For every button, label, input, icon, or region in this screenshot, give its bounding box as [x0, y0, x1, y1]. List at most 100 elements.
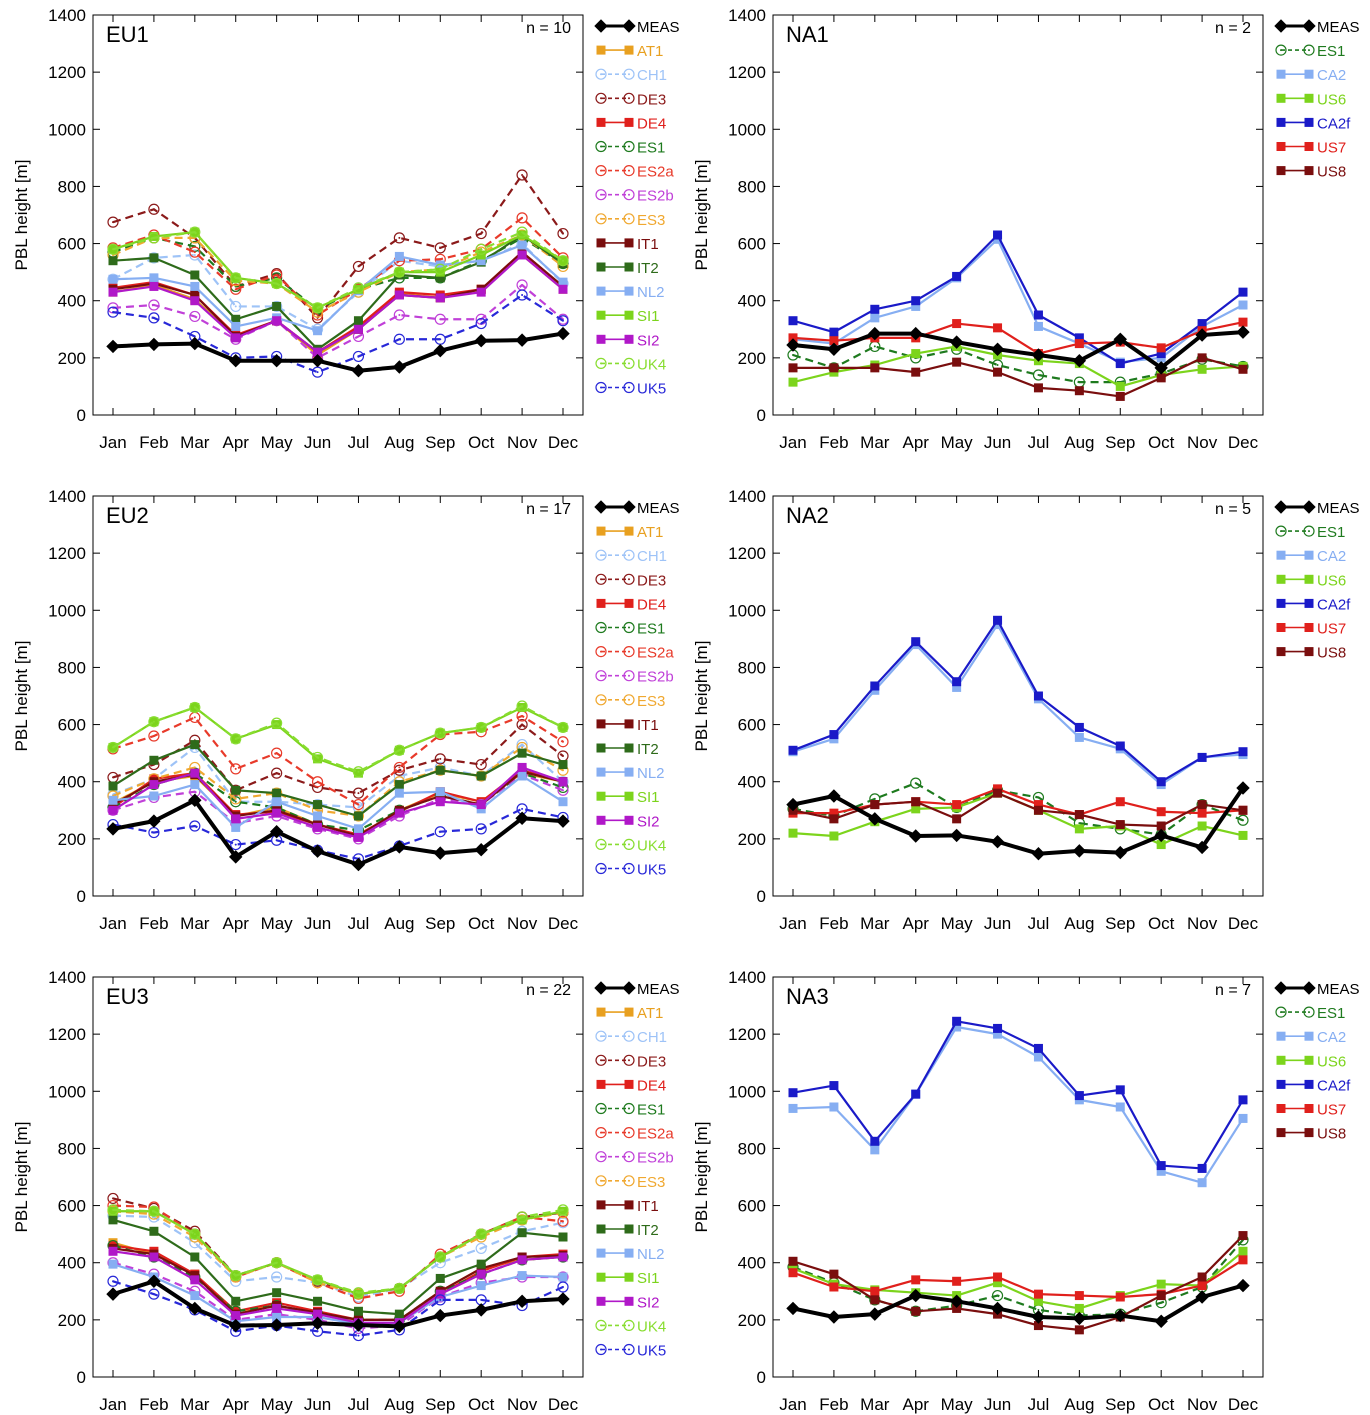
point-nl2: [108, 795, 118, 805]
legend-marker: [623, 621, 635, 634]
point-it2: [149, 1226, 159, 1236]
panel-title: EU1: [106, 22, 149, 47]
point-de3-dot: [152, 208, 155, 211]
series-line-si1: [112, 231, 564, 309]
point-es2a: [352, 798, 365, 811]
point-uk4-dot: [316, 756, 319, 759]
point-it2: [394, 780, 404, 790]
point-meas: [106, 822, 120, 836]
x-tick-label: Nov: [507, 433, 538, 452]
point-de3: [434, 242, 446, 254]
point-uk4-dot: [357, 286, 360, 289]
legend-marker: [595, 1175, 607, 1187]
point-de3-dot: [521, 174, 524, 176]
legend-marker: [1274, 500, 1288, 514]
point-ca2f: [993, 615, 1003, 625]
point-uk4-dot: [398, 749, 401, 752]
x-tick-label: Jan: [779, 914, 806, 933]
legend-marker: [1274, 981, 1288, 995]
legend-label: US7: [1317, 140, 1346, 157]
legend-marker-dot: [628, 1348, 630, 1351]
legend-label: ES2b: [637, 1150, 674, 1167]
point-meas: [1236, 1278, 1250, 1293]
x-tick-label: Feb: [819, 433, 848, 452]
point-meas: [909, 326, 923, 341]
legend-label: ES1: [637, 140, 665, 157]
point-ch1-dot: [234, 305, 237, 308]
y-tick-label: 1400: [48, 968, 86, 987]
y-tick-label: 600: [58, 716, 86, 735]
legend-marker: [623, 838, 635, 851]
y-axis-label: PBL height [m]: [12, 641, 31, 752]
panel-eu3: 0 200 400 600 800 1000 1200 1400 Jan Feb Mar Apr May…: [12, 968, 680, 1414]
point-meas: [990, 342, 1005, 356]
legend-marker: [1276, 142, 1286, 151]
point-us6: [1115, 381, 1125, 391]
point-us8: [870, 800, 880, 810]
point-es2a-dot: [521, 715, 524, 717]
point-si2: [231, 1311, 241, 1321]
legend-marker: [624, 791, 634, 801]
point-uk4-dot: [439, 732, 442, 735]
point-meas: [990, 835, 1005, 849]
legend-marker: [624, 1248, 634, 1258]
point-us7: [1238, 317, 1248, 327]
legend-marker: [596, 1200, 606, 1210]
x-tick-label: Jan: [779, 433, 806, 452]
point-uk4-dot: [193, 1233, 196, 1236]
series-line-ca2f: [792, 619, 1244, 783]
legend-marker: [595, 1319, 607, 1332]
legend-label: ES2b: [637, 188, 674, 205]
point-nl2: [558, 797, 568, 807]
point-es1: [1032, 369, 1045, 381]
point-it2: [272, 1288, 282, 1298]
point-meas: [392, 360, 407, 374]
point-ca2f: [829, 327, 839, 337]
point-us8: [1033, 383, 1043, 393]
point-it2: [108, 256, 118, 266]
legend-eu2: MEAS AT1 CH1 DE3 DE4 ES1 ES2a ES2b ES3 IT1 IT2 NL2 S…: [594, 500, 680, 879]
point-nl2: [435, 787, 445, 797]
x-tick-label: Feb: [819, 914, 848, 933]
n-label: n = 17: [526, 501, 571, 518]
point-us7: [1156, 343, 1166, 353]
point-es2a: [311, 776, 324, 788]
point-ca2f: [952, 1016, 962, 1026]
legend-marker: [623, 381, 635, 394]
legend-marker: [596, 45, 606, 55]
y-tick-label: 600: [58, 235, 86, 254]
legend-marker: [595, 549, 607, 561]
point-us7: [993, 323, 1003, 333]
point-es2a-dot: [562, 740, 564, 743]
point-uk4: [516, 700, 528, 712]
legend-label: MEAS: [1317, 19, 1360, 36]
point-us7: [1197, 808, 1207, 818]
legend-marker: [596, 526, 606, 536]
point-us7: [870, 1286, 880, 1296]
point-ca2f: [1074, 722, 1084, 732]
point-it2: [353, 811, 363, 821]
series-line-us7: [792, 321, 1244, 355]
point-es1-dot: [234, 800, 237, 803]
y-tick-label: 200: [738, 1311, 766, 1330]
legend-marker: [1304, 1128, 1314, 1138]
series-line-es1: [792, 1239, 1244, 1317]
point-es1-dot: [1078, 822, 1081, 825]
legend-marker: [1275, 525, 1287, 537]
legend-label: UK5: [637, 862, 666, 879]
point-meas: [1031, 348, 1046, 362]
legend-marker-dot: [628, 73, 630, 76]
point-es2a: [189, 246, 201, 258]
legend-marker: [1303, 1006, 1315, 1018]
legend-marker: [622, 981, 636, 995]
y-tick-label: 1000: [728, 1082, 766, 1101]
point-es2b-dot: [439, 318, 442, 321]
point-nl2: [394, 251, 404, 261]
point-uk5-dot: [357, 355, 360, 358]
x-tick-label: Sep: [425, 914, 455, 933]
point-meas: [1236, 781, 1250, 795]
legend-label: US8: [1317, 164, 1346, 181]
series-line-ch1: [112, 1214, 564, 1299]
y-tick-label: 200: [738, 349, 766, 368]
legend-marker: [623, 1343, 635, 1356]
